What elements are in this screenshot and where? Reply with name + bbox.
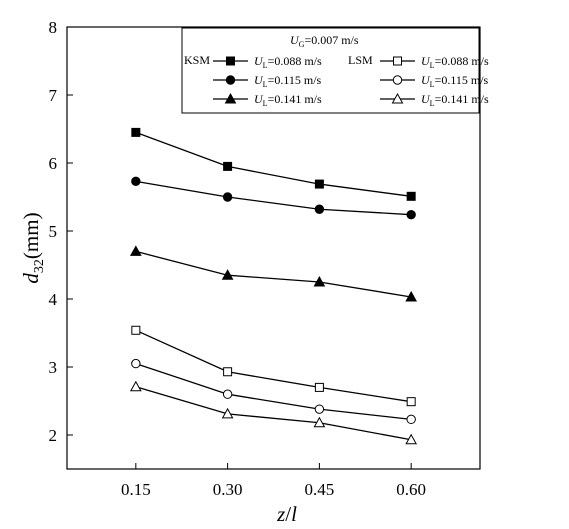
data-point [222,192,233,202]
y-axis-title: d32(mm) [19,212,47,283]
data-point [314,179,324,189]
y-axis-title-unit: (mm) [19,212,43,259]
data-point [131,358,141,369]
y-tick-label: 6 [49,154,58,173]
legend-marker [226,56,235,66]
data-point [131,176,141,187]
plot-area [66,26,481,470]
series-line [135,180,412,216]
legend-marker [224,92,237,104]
data-point [129,245,142,256]
x-tick-label: 0.15 [121,480,151,499]
x-tick-label: 0.45 [305,480,335,499]
legend: UG=0.007 m/s KSM LSM UL=0.088 m/s UL=0.11… [181,27,489,114]
legend-marker [225,75,236,85]
data-point [313,275,326,287]
legend-label: UL=0.115 m/s [421,73,489,89]
x-axis-title-l: l [291,502,297,526]
legend-entry: UL=0.115 m/s [380,73,489,89]
data-point [223,161,233,171]
legend-entry: UL=0.141 m/s [213,92,322,108]
series-lsm-square-open [131,325,416,407]
legend-label: UL=0.141 m/s [254,92,322,108]
legend-marker [391,92,404,104]
data-point [129,380,142,392]
x-tick-label: 0.30 [213,480,243,499]
series-line [135,250,412,298]
data-point [222,389,233,399]
y-axis-title-d: d [19,273,43,284]
legend-label: UL=0.141 m/s [421,92,489,108]
data-point [223,367,233,377]
x-axis-title: z/l [276,502,297,526]
y-tick-label: 4 [49,290,58,309]
x-axis: 0.15 0.30 0.45 0.60 [121,463,426,499]
y-axis-title-sub: 32 [32,259,47,273]
legend-group-ksm: KSM [184,53,210,67]
y-tick-label: 7 [49,86,58,105]
data-point [314,204,325,214]
y-axis: 2 3 4 5 6 7 8 [49,18,73,445]
data-point [406,414,416,425]
data-point [405,290,418,302]
series-ksm-square-filled [131,127,416,201]
series-line [135,386,412,441]
series-ksm-circle-filled [131,176,416,220]
series-lsm-circle-open [131,358,416,425]
data-point [131,325,141,335]
series-line [135,131,412,197]
legend-entry: UL=0.088 m/s [213,54,322,70]
legend-marker [392,75,403,85]
data-point [131,127,141,137]
legend-header-main: U [290,33,300,47]
series-group [129,127,418,445]
y-tick-label: 8 [49,18,58,37]
legend-marker [393,56,402,66]
legend-header-value: =0.007 m/s [304,33,358,47]
legend-header-sub: G [299,40,305,49]
series-line [135,329,412,403]
x-axis-title-sep: / [285,502,291,526]
legend-header: UG=0.007 m/s [290,33,359,49]
legend-label: UL=0.088 m/s [254,54,322,70]
series-line [135,362,412,421]
data-point [406,209,416,220]
data-point [221,269,234,280]
data-point [314,382,324,392]
legend-entry: UL=0.088 m/s [380,54,489,70]
legend-group-lsm: LSM [348,53,373,67]
series-ksm-triangle-filled [129,245,418,302]
data-point [406,191,416,201]
y-tick-label: 5 [49,222,58,241]
data-point [314,404,325,414]
legend-entries: UL=0.088 m/s UL=0.115 m/s UL=0.141 m/s UL=0… [213,54,489,108]
y-tick-label: 2 [49,426,58,445]
x-axis-title-z: z [276,502,285,526]
y-tick-label: 3 [49,358,58,377]
data-point [221,407,234,419]
series-lsm-triangle-open [129,380,418,445]
data-point [405,433,418,445]
legend-entry: UL=0.141 m/s [380,92,489,108]
legend-entry: UL=0.115 m/s [213,73,322,89]
data-point [406,397,416,407]
x-tick-label: 0.60 [396,480,426,499]
legend-label: UL=0.088 m/s [421,54,489,70]
legend-label: UL=0.115 m/s [254,73,322,89]
data-point [313,416,326,428]
